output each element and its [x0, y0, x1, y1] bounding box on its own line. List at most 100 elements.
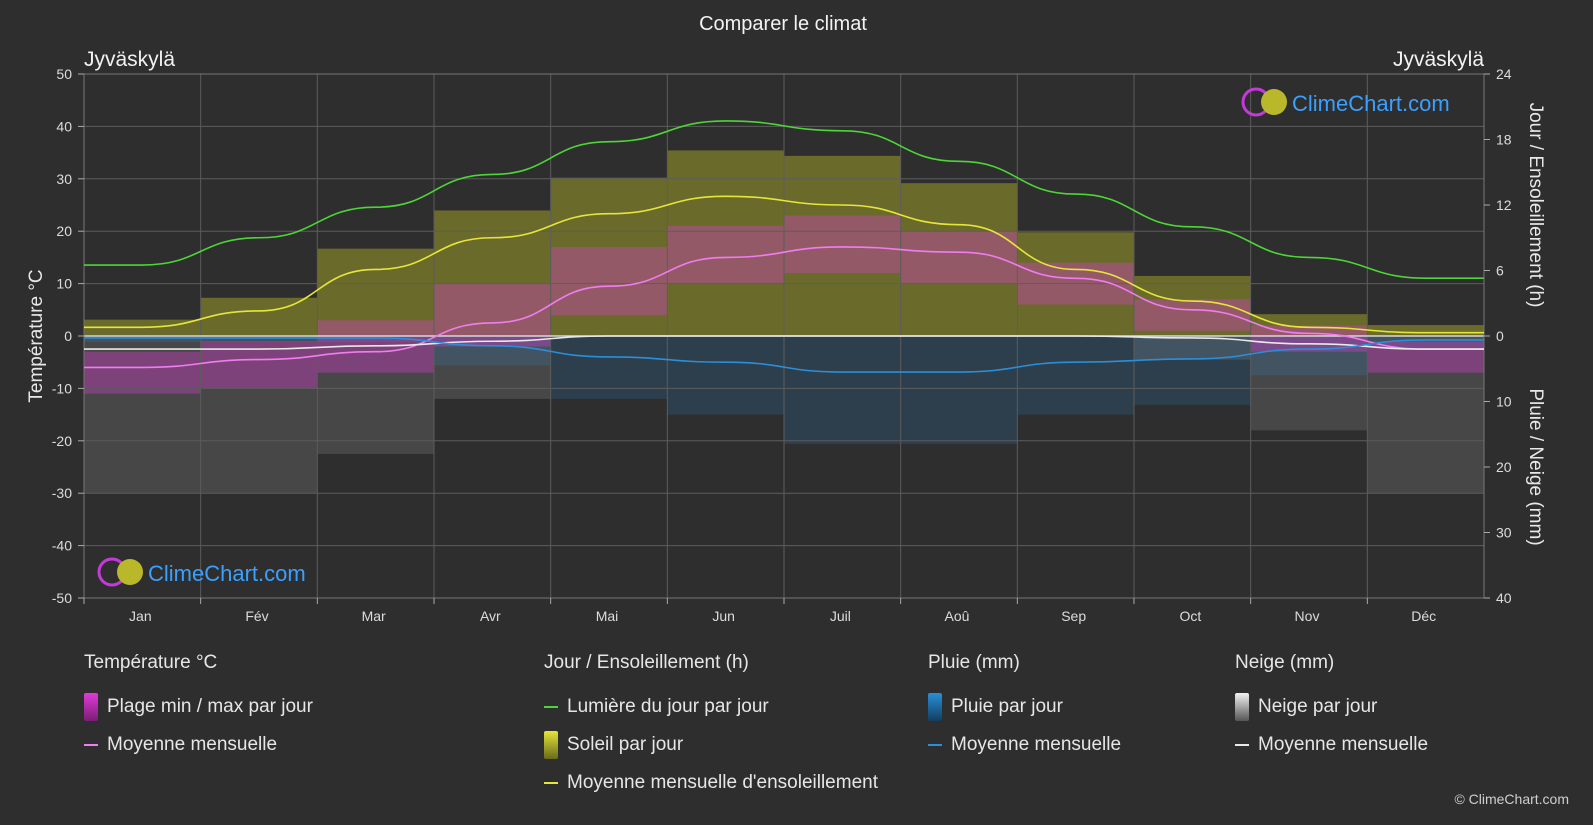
y-right-tick: 0: [1496, 328, 1504, 344]
temp-range-swatch: [84, 693, 98, 721]
snow-mean-swatch: [1235, 744, 1249, 746]
temp-range-bar: [550, 246, 668, 316]
y-left-tick: 30: [56, 171, 72, 187]
x-tick-label: Déc: [1411, 608, 1436, 624]
snow-bar: [317, 336, 434, 454]
y-right-top-label: Jour / Ensoleillement (h): [1525, 103, 1546, 308]
legend-temp-title: Température °C: [84, 652, 218, 673]
legend-item: Neige par jour: [1235, 688, 1428, 726]
location-right: Jyväskylä: [1393, 48, 1484, 71]
rain-mean-swatch: [928, 744, 942, 746]
y-left-tick: 0: [64, 328, 72, 344]
x-tick-label: Aoû: [945, 608, 970, 624]
legend-label: Soleil par jour: [567, 734, 684, 755]
snow-bar: [84, 336, 201, 494]
sun-bar: [550, 177, 668, 336]
y-right-mm-tick: 20: [1496, 459, 1512, 475]
legend-item: Moyenne mensuelle: [1235, 726, 1428, 764]
x-tick-label: Juil: [830, 608, 851, 624]
legend-label: Moyenne mensuelle d'ensoleillement: [567, 772, 878, 793]
legend-item: Soleil par jour: [544, 726, 878, 764]
sun-bar: [200, 297, 318, 336]
rain-bar: [317, 336, 434, 342]
y-right-mm-tick: 30: [1496, 525, 1512, 541]
climate-chart: Comparer le climat Jyväskylä Jyväskylä 5…: [26, 13, 1546, 624]
y-left-tick: -50: [52, 590, 72, 606]
legend-label: Plage min / max par jour: [107, 696, 313, 717]
y-right-tick: 24: [1496, 66, 1512, 82]
y-left-tick: -30: [52, 485, 72, 501]
x-tick-label: Mar: [362, 608, 386, 624]
rain-bar: [1017, 336, 1134, 415]
legend-sun: Jour / Ensoleillement (h) Lumière du jou…: [544, 652, 878, 802]
legend-temperature: Température °C Plage min / max par jour …: [84, 652, 313, 764]
axes: 50 40 30 20 10 0 -10 -20 -30 -40 -50 24 18 12 6 0 10 20 30…: [52, 66, 1512, 624]
legend-rain: Pluie (mm) Pluie par jour Moyenne mensue…: [928, 652, 1121, 764]
x-tick-label: Sep: [1061, 608, 1086, 624]
x-tick-label: Avr: [480, 608, 501, 624]
rain-bar: [900, 336, 1018, 445]
logo-top: ClimeChart.com: [1241, 87, 1450, 117]
x-tick-label: Oct: [1179, 608, 1201, 624]
legend-sun-title: Jour / Ensoleillement (h): [544, 652, 749, 673]
logo-bottom: ClimeChart.com: [97, 557, 306, 587]
temp-mean-line: [84, 246, 1484, 369]
y-left-tick: -10: [52, 380, 72, 396]
y-left-label: Température °C: [26, 269, 47, 402]
legend-label: Pluie par jour: [951, 696, 1063, 717]
rain-bar: [784, 336, 901, 445]
y-right-mm-tick: 40: [1496, 590, 1512, 606]
legend-label: Moyenne mensuelle: [1258, 734, 1429, 755]
legend-item: Plage min / max par jour: [84, 688, 313, 726]
legend-snow-title: Neige (mm): [1235, 652, 1335, 673]
legend-item: Lumière du jour par jour: [544, 688, 878, 726]
temp-mean-swatch: [84, 744, 98, 746]
y-left-tick: 40: [56, 118, 72, 134]
y-right-tick: 12: [1496, 197, 1512, 213]
x-tick-label: Jun: [712, 608, 735, 624]
daylight-line: [83, 120, 1484, 279]
snow-swatch: [1235, 693, 1249, 721]
legend-snow: Neige (mm) Neige par jour Moyenne mensue…: [1235, 652, 1428, 764]
legend-rain-title: Pluie (mm): [928, 652, 1020, 673]
y-left-tick: 10: [56, 276, 72, 292]
legend-label: Moyenne mensuelle: [107, 734, 278, 755]
y-right-mm-tick: 10: [1496, 394, 1512, 410]
temp-range-bar: [1250, 325, 1368, 352]
y-left-tick: -40: [52, 538, 72, 554]
x-tick-label: Jan: [129, 608, 152, 624]
legend-item: Moyenne mensuelle: [84, 726, 313, 764]
sunshine-mean-line: [84, 195, 1484, 334]
series-lines: [83, 120, 1484, 373]
logo-text-top: ClimeChart.com: [1292, 91, 1450, 116]
y-right-tick: 6: [1496, 263, 1504, 279]
rain-bar: [84, 336, 201, 342]
legend-item: Moyenne mensuelle d'ensoleillement: [544, 764, 878, 802]
chart-title: Comparer le climat: [699, 13, 867, 35]
y-right-tick: 18: [1496, 132, 1512, 148]
logo-sun-icon: [117, 559, 143, 585]
daylight-swatch: [544, 706, 558, 708]
y-right-bottom-label: Pluie / Neige (mm): [1525, 388, 1546, 545]
rain-bar: [550, 336, 668, 399]
x-tick-label: Nov: [1295, 608, 1320, 624]
sun-swatch: [544, 731, 558, 759]
sun-bar: [900, 183, 1018, 336]
temp-range-bar: [784, 215, 901, 274]
legend-item: Moyenne mensuelle: [928, 726, 1121, 764]
legend-label: Moyenne mensuelle: [951, 734, 1122, 755]
copyright: © ClimeChart.com: [1454, 791, 1569, 807]
snow-mean-line: [84, 335, 1484, 350]
y-left-tick: 50: [56, 66, 72, 82]
rain-swatch: [928, 693, 942, 721]
legend-label: Neige par jour: [1258, 696, 1378, 717]
snow-bar: [1367, 336, 1484, 494]
x-tick-label: Fév: [245, 608, 268, 624]
y-left-tick: -20: [52, 433, 72, 449]
rain-bar: [667, 336, 784, 415]
legend-item: Pluie par jour: [928, 688, 1121, 726]
temp-range-bar: [84, 351, 201, 394]
rain-bar: [1134, 336, 1251, 405]
snow-bar: [200, 336, 318, 494]
sun-bar: [1367, 325, 1484, 336]
